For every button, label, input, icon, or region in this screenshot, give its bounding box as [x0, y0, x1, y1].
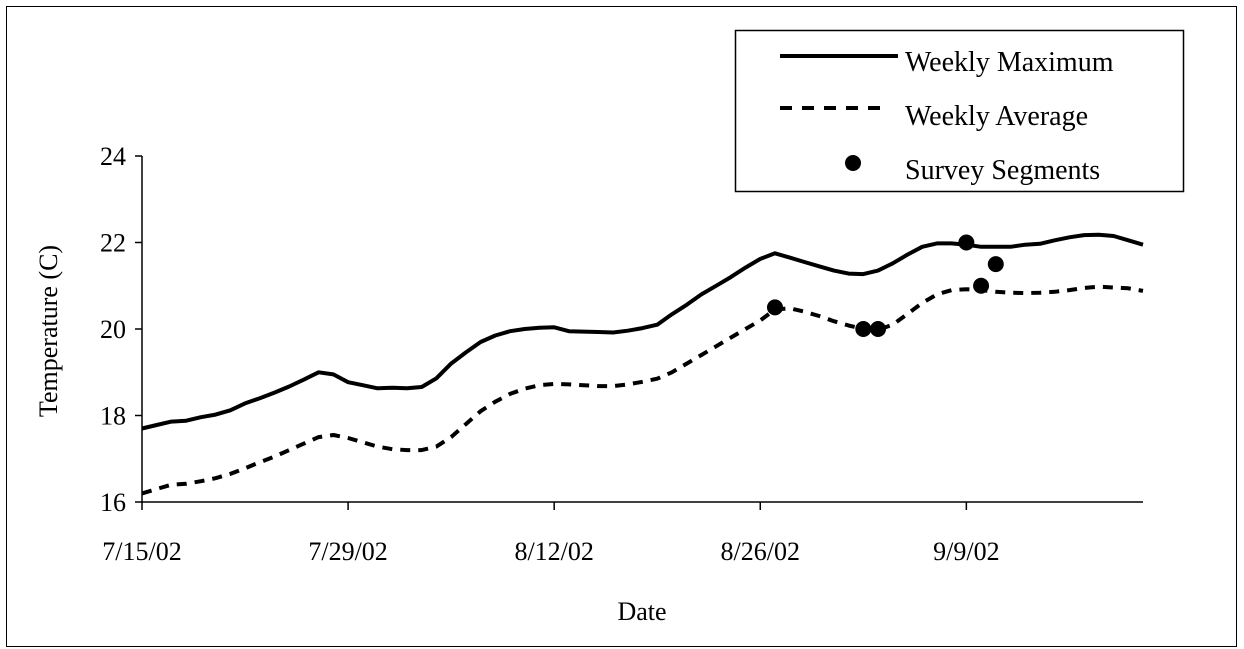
- point-survey-segments-3: [958, 234, 975, 251]
- y-tick-label-18: 18: [100, 402, 126, 431]
- y-tick-label-16: 16: [100, 488, 126, 517]
- x-axis-label: Date: [617, 597, 666, 626]
- legend-swatch-survey-segments: [845, 155, 861, 171]
- point-survey-segments-1: [855, 321, 872, 337]
- point-survey-segments-0: [766, 299, 783, 316]
- legend-label-weekly-maximum: Weekly Maximum: [905, 47, 1114, 78]
- x-tick-label-3: 8/26/02: [721, 537, 800, 566]
- x-tick-label-2: 8/12/02: [514, 537, 593, 566]
- y-tick-label-24: 24: [100, 142, 126, 171]
- point-survey-segments-2: [870, 321, 887, 337]
- y-tick-label-20: 20: [100, 315, 126, 344]
- point-survey-segments-5: [987, 256, 1004, 273]
- y-axis-label: Temperature (C): [34, 245, 63, 417]
- y-tick-label-22: 22: [100, 229, 126, 258]
- legend-label-weekly-average: Weekly Average: [905, 101, 1088, 132]
- line-weekly-maximum: [141, 232, 1144, 431]
- x-tick-label-4: 9/9/02: [933, 537, 999, 566]
- legend: Weekly Maximum Weekly Average Survey Seg…: [734, 29, 1185, 193]
- plot-area: 16 18 20 22 24 7/15/02 7/29/02 8/12/02 8/26/02 9/…: [100, 142, 1144, 566]
- x-tick-label-0: 7/15/02: [102, 537, 181, 566]
- line-weekly-average: [141, 284, 1144, 496]
- point-survey-segments-4: [973, 277, 990, 294]
- x-tick-label-1: 7/29/02: [308, 537, 387, 566]
- legend-label-survey-segments: Survey Segments: [905, 155, 1100, 186]
